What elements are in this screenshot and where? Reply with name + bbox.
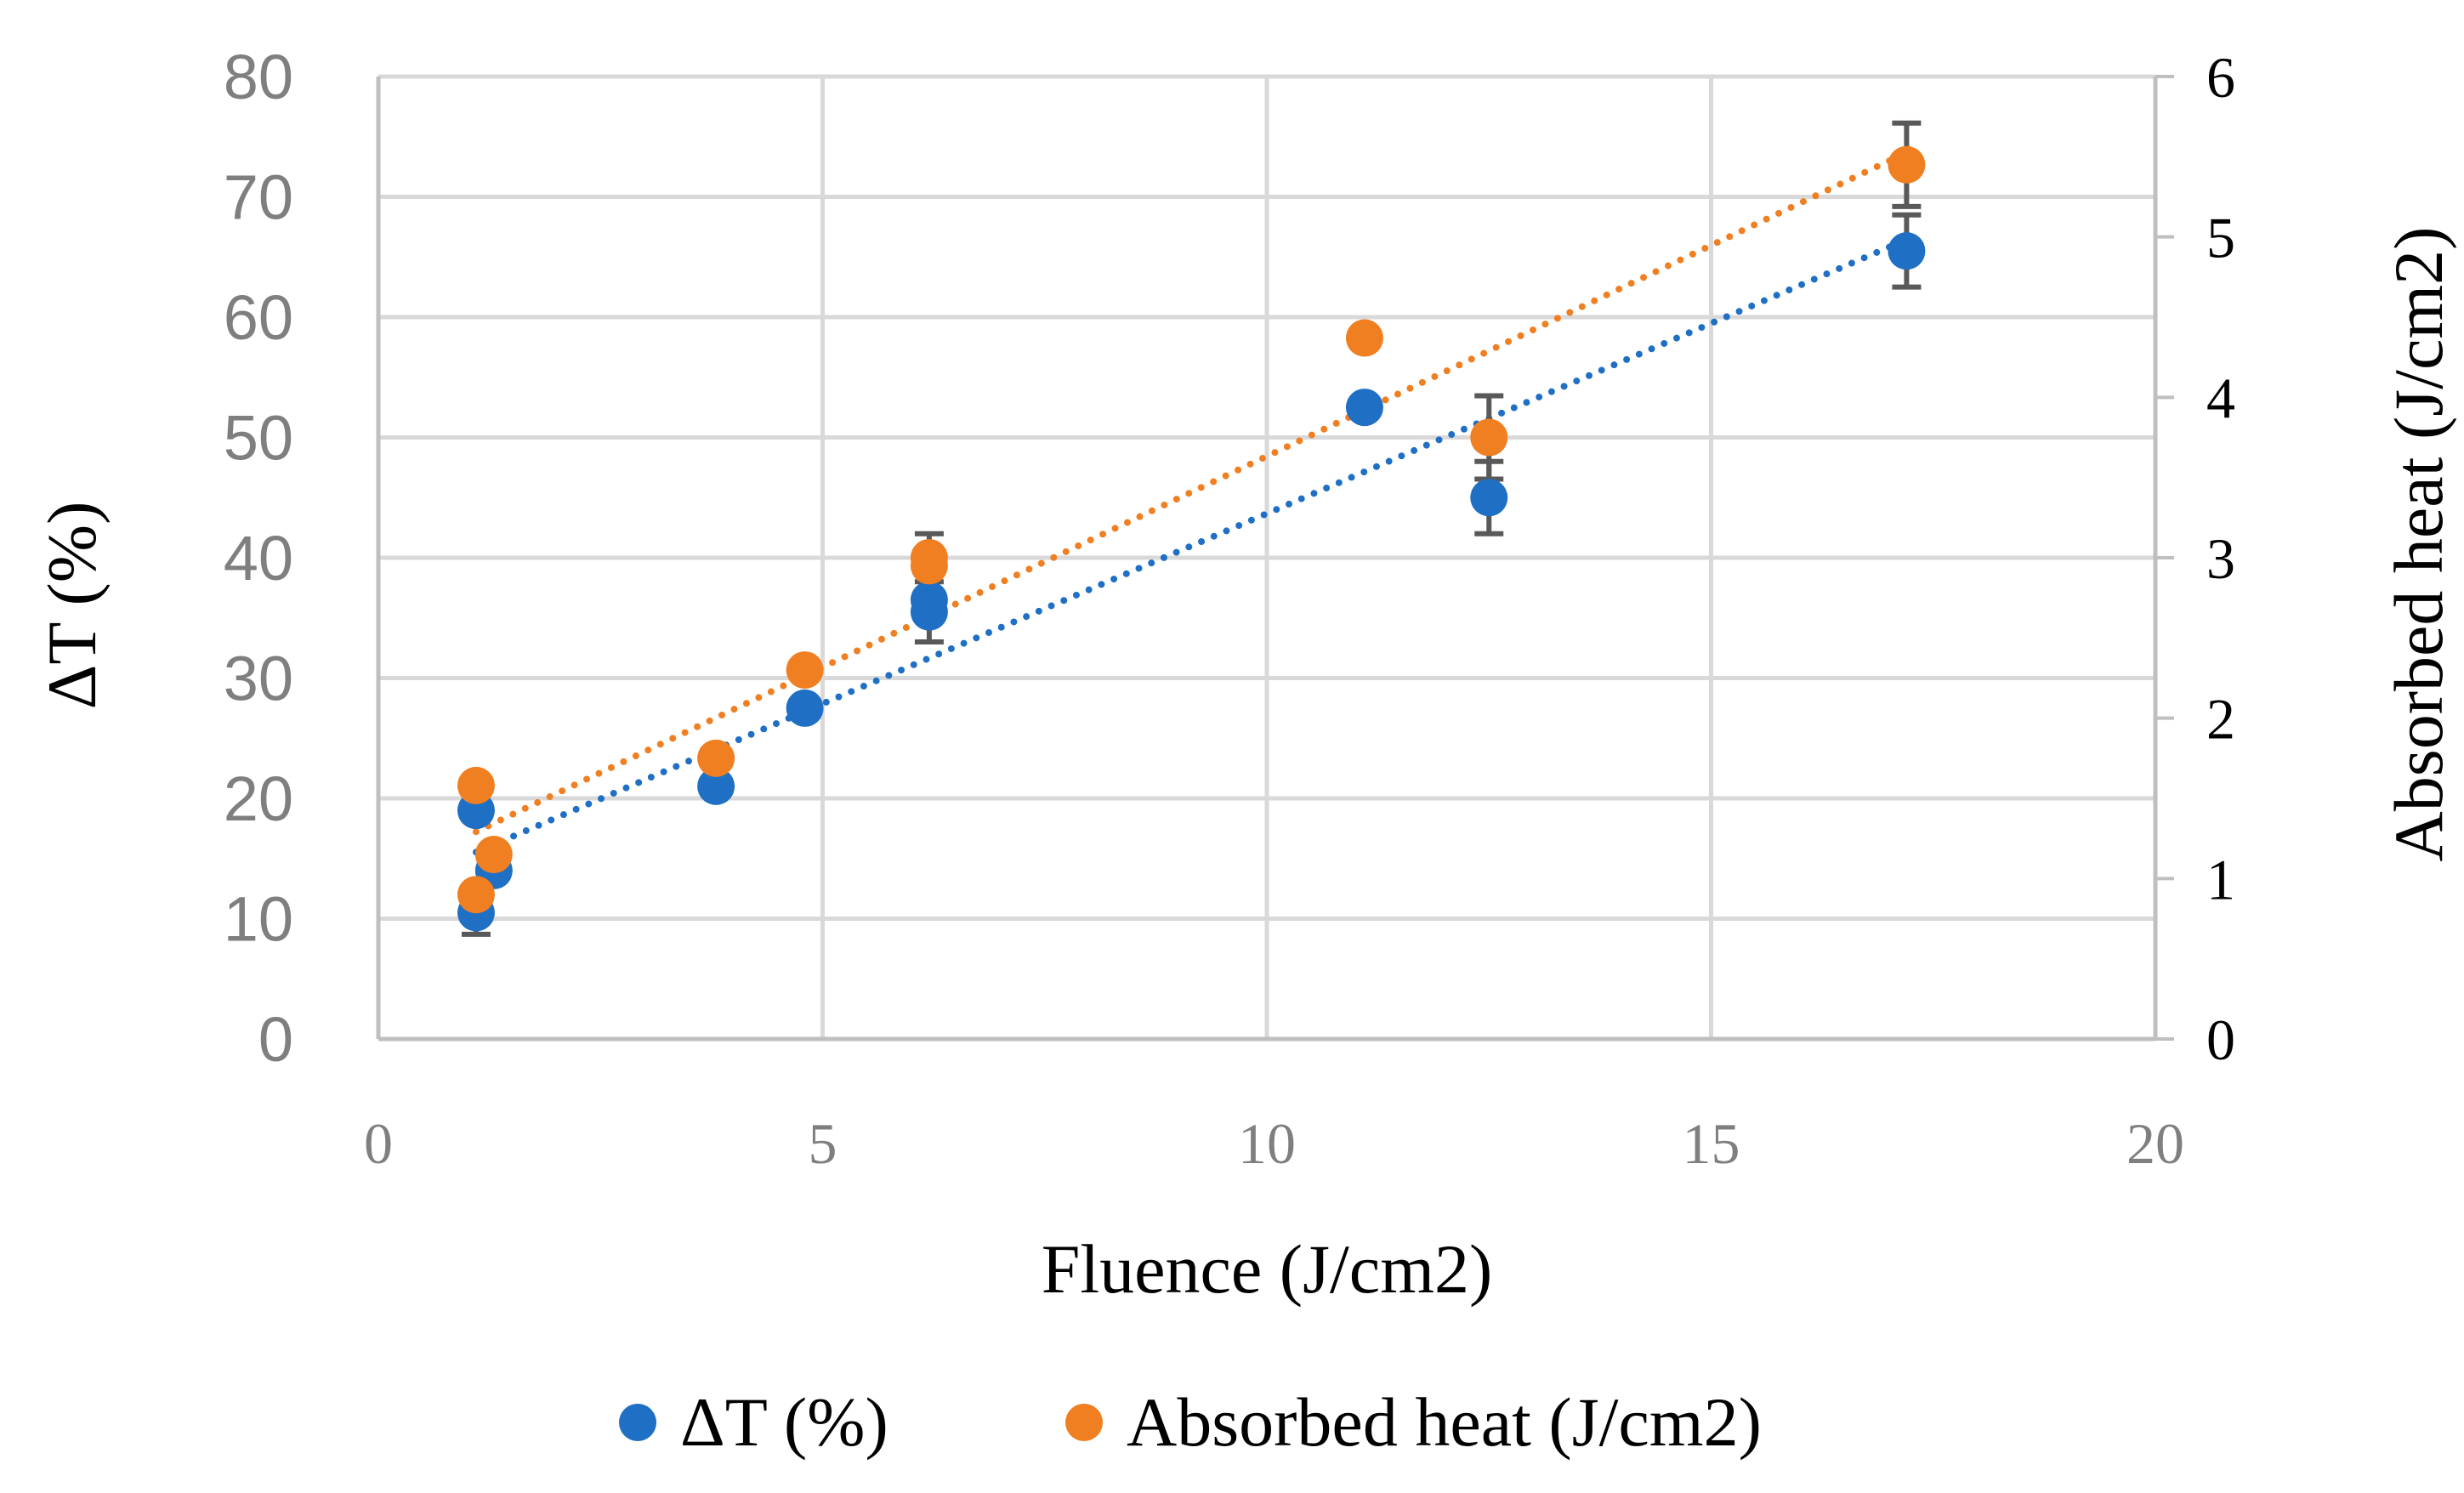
y-left-tick-label: 10 bbox=[224, 884, 293, 955]
axes bbox=[376, 75, 2174, 1042]
data-point-left bbox=[697, 767, 735, 805]
data-point-right bbox=[910, 539, 948, 576]
data-point-right bbox=[474, 836, 513, 874]
y-right-tick-label: 5 bbox=[2206, 206, 2235, 270]
data-point-left bbox=[1888, 232, 1926, 270]
data-point-left bbox=[786, 689, 824, 727]
y-right-tick-label: 6 bbox=[2206, 45, 2235, 110]
y-left-tick-label: 30 bbox=[224, 644, 293, 714]
trendline-right bbox=[472, 149, 1910, 836]
data-point-right bbox=[457, 766, 495, 804]
y-right-tick-label: 1 bbox=[2206, 847, 2235, 911]
y-left-tick-label: 80 bbox=[224, 42, 293, 112]
data-point-right bbox=[697, 739, 735, 777]
y-left-tick-label: 60 bbox=[224, 282, 293, 353]
data-point-right bbox=[1345, 319, 1383, 357]
y-left-tick-label: 70 bbox=[224, 162, 293, 233]
data-point-right bbox=[786, 651, 824, 690]
y-right-tick-label: 4 bbox=[2206, 366, 2235, 430]
gridlines bbox=[378, 74, 2158, 1039]
data-point-left bbox=[1470, 479, 1508, 517]
data-point-left bbox=[910, 581, 948, 619]
data-point-right bbox=[457, 876, 495, 914]
legend-marker bbox=[1065, 1404, 1103, 1441]
y-left-tick-label: 20 bbox=[224, 764, 293, 834]
trendline-left bbox=[472, 236, 1910, 856]
y-right-tick-label: 3 bbox=[2206, 526, 2235, 591]
data-point-left bbox=[1345, 389, 1383, 427]
x-axis-title: Fluence (J/cm2) bbox=[1042, 1230, 1493, 1308]
data-points bbox=[457, 145, 1926, 932]
y-left-axis-title: ΔT (%) bbox=[33, 502, 111, 710]
trendlines bbox=[472, 149, 1910, 856]
tick-labels: 0 10 20 30 40 50 60 70 80 0 5 10 15 20 0 1 2 3 4 5 6 bbox=[224, 42, 2235, 1176]
y-right-tick-label: 0 bbox=[2206, 1008, 2235, 1072]
y-right-tick-label: 2 bbox=[2206, 687, 2235, 752]
x-tick-label: 15 bbox=[1683, 1111, 1740, 1176]
x-tick-label: 10 bbox=[1238, 1111, 1296, 1176]
x-tick-label: 5 bbox=[809, 1111, 837, 1176]
legend-label: Absorbed heat (J/cm2) bbox=[1127, 1383, 1762, 1461]
data-point-right bbox=[1470, 418, 1508, 457]
y-left-tick-label: 50 bbox=[224, 403, 293, 474]
legend: ΔT (%) Absorbed heat (J/cm2) bbox=[619, 1383, 1762, 1461]
legend-marker bbox=[619, 1404, 656, 1441]
legend-label: ΔT (%) bbox=[680, 1383, 889, 1461]
y-right-axis-title: Absorbed heat (J/cm2) bbox=[2380, 227, 2457, 862]
y-left-tick-label: 0 bbox=[258, 1004, 293, 1075]
x-tick-label: 20 bbox=[2126, 1111, 2184, 1176]
y-left-tick-label: 40 bbox=[224, 523, 293, 593]
x-tick-label: 0 bbox=[364, 1111, 393, 1176]
error-bars bbox=[461, 120, 1922, 937]
data-point-right bbox=[1888, 145, 1926, 184]
